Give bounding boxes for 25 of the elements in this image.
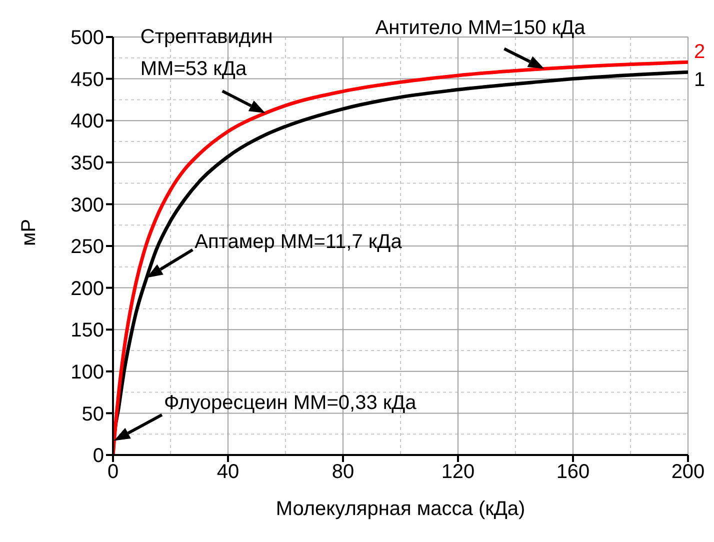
annotation: Антитело ММ=150 кДа	[375, 16, 586, 39]
annotation: Стрептавидин ММ=53 кДа	[140, 26, 273, 80]
y-tick-label: 150	[70, 320, 104, 342]
series-label: 2	[694, 41, 706, 64]
x-axis-title: Молекулярная масса (кДа)	[276, 498, 526, 520]
y-tick-label: 450	[70, 68, 104, 91]
y-tick-label: 400	[70, 110, 104, 133]
annotation: Флуоресцеин ММ=0,33 кДа	[164, 392, 418, 414]
y-axis-title: мР	[18, 218, 40, 246]
y-tick-label: 50	[82, 403, 104, 426]
y-tick-label: 350	[70, 152, 104, 174]
x-tick-label: 160	[556, 461, 590, 484]
y-tick-label: 300	[70, 194, 104, 216]
annotation: Аптамер ММ=11,7 кДа	[194, 230, 403, 253]
y-tick-label: 500	[70, 27, 104, 50]
y-tick-label: 100	[70, 362, 104, 384]
x-tick-label: 80	[332, 461, 354, 484]
x-tick-label: 120	[441, 461, 475, 484]
x-tick-label: 0	[107, 461, 119, 484]
y-tick-label: 0	[92, 445, 104, 468]
x-tick-label: 40	[216, 461, 240, 484]
y-tick-label: 200	[70, 278, 104, 300]
x-tick-label: 200	[671, 461, 705, 484]
y-tick-label: 250	[70, 236, 104, 258]
series-label: 1	[694, 69, 706, 92]
